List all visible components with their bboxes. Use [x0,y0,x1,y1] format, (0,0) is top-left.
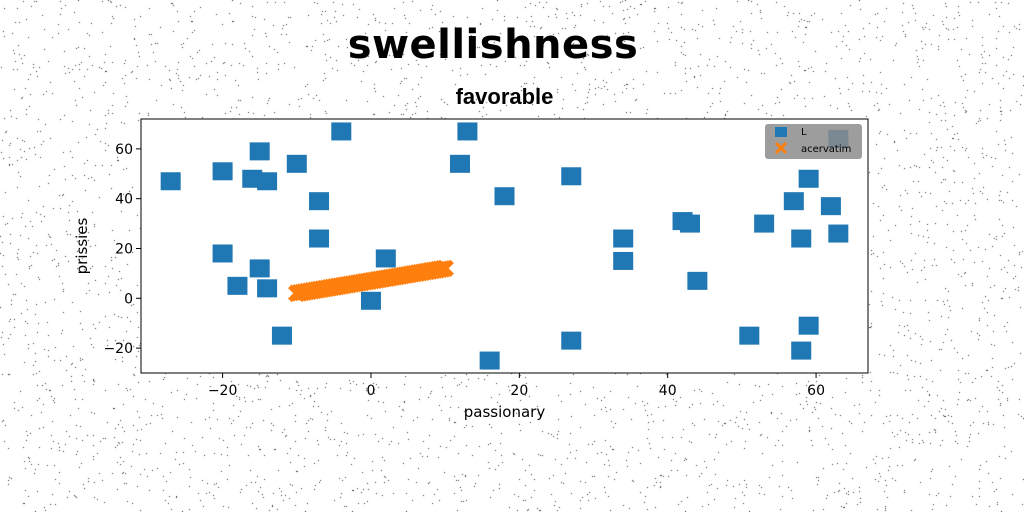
x-tick-label: 60 [807,383,825,399]
l-point [791,229,812,248]
l-point [271,326,292,345]
y-tick-label: 40 [115,192,133,208]
l-point [331,122,352,141]
y-tick-label: −20 [103,341,133,357]
l-point [227,276,248,295]
l-point [249,142,270,161]
y-axis-ticks: −20 0 20 40 60 [103,142,141,357]
l-point [457,122,478,141]
figure-suptitle: swellishness [347,22,639,68]
y-tick-label: 60 [115,142,133,158]
y-axis-label: prissies [73,217,91,274]
l-point [820,197,841,216]
x-axis-label: passionary [464,403,546,421]
l-point [360,291,381,310]
l-point [783,192,804,211]
legend-box [765,124,862,159]
l-point [479,351,500,370]
x-tick-label: 0 [367,383,376,399]
l-point [798,169,819,188]
l-point [798,316,819,335]
l-point [791,341,812,360]
x-tick-label: 40 [659,383,677,399]
x-tick-label: −20 [208,383,238,399]
legend-marker-l [775,127,787,137]
l-point [249,259,270,278]
plot-frame [140,118,869,374]
l-point [754,214,775,233]
l-point [613,251,634,270]
l-point [257,279,278,298]
l-point [286,154,307,173]
legend: L acervatim [765,124,862,159]
legend-marker-acervatim [774,141,788,155]
l-point [613,229,634,248]
l-point [257,172,278,191]
series-layer [160,122,849,370]
l-point [494,187,515,206]
l-point [828,224,849,243]
l-point [309,192,330,211]
acervatim-point [436,259,454,278]
x-tick-label: 20 [510,383,528,399]
l-point [449,154,470,173]
y-tick-label: 20 [115,241,133,257]
y-tick-label: 0 [124,291,133,307]
l-point [160,172,181,191]
l-point [375,249,396,268]
l-point [679,214,700,233]
l-point [561,167,582,186]
chart-title: favorable [455,84,554,109]
l-point [309,229,330,248]
l-point [212,244,233,263]
l-point [212,162,233,181]
x-axis-ticks: −20 0 20 40 60 [208,373,825,399]
l-point [561,331,582,350]
legend-label-l: L [801,127,807,138]
l-point [687,271,708,290]
legend-label-acervatim: acervatim [801,144,851,155]
l-point [739,326,760,345]
